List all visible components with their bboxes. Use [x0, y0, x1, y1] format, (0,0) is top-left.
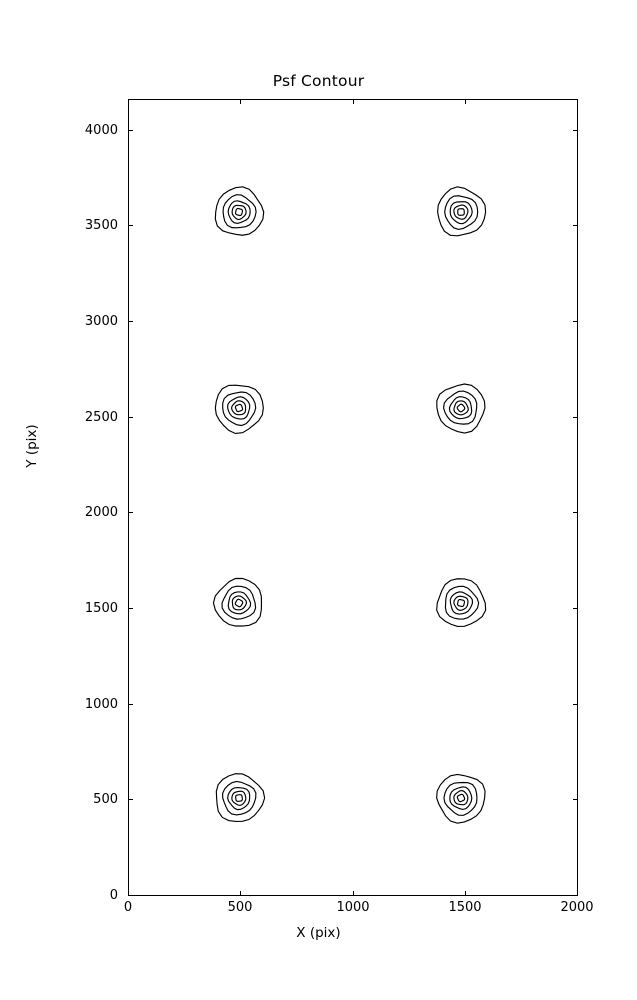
xtick-mark-2000	[577, 891, 579, 896]
psf-contour-marker	[199, 563, 279, 643]
ytick-mark-3000	[128, 321, 133, 323]
ytick-mark-3500	[128, 225, 133, 227]
psf-contour-marker	[199, 758, 279, 838]
ytick-label-3500: 3500	[84, 218, 118, 233]
xtick-label-2000: 2000	[560, 900, 594, 915]
xtick-label-500: 500	[227, 900, 253, 915]
xtick-label-1500: 1500	[448, 900, 482, 915]
psf-contour-marker	[199, 368, 279, 448]
psf-contour-marker	[421, 758, 501, 838]
ytick-label-2000: 2000	[84, 505, 118, 520]
ytick-mark-2500	[128, 417, 133, 419]
x-axis-label: X (pix)	[296, 925, 341, 941]
ytick-mark-right-1000	[573, 704, 578, 706]
ytick-label-1500: 1500	[84, 601, 118, 616]
ytick-mark-4000	[128, 130, 133, 132]
psf-contour-marker	[421, 172, 501, 252]
ytick-label-1000: 1000	[84, 697, 118, 712]
ytick-mark-right-2500	[573, 417, 578, 419]
xtick-mark-0	[128, 891, 130, 896]
ytick-label-4000: 4000	[84, 123, 118, 138]
xtick-mark-top-500	[240, 99, 242, 104]
ytick-mark-right-500	[573, 799, 578, 801]
xtick-mark-500	[240, 891, 242, 896]
ytick-mark-right-3000	[573, 321, 578, 323]
xtick-mark-top-0	[128, 99, 130, 104]
ytick-mark-right-4000	[573, 130, 578, 132]
ytick-mark-right-1500	[573, 608, 578, 610]
ytick-mark-right-3500	[573, 225, 578, 227]
ytick-label-2500: 2500	[84, 410, 118, 425]
ytick-label-0: 0	[109, 888, 118, 903]
xtick-mark-top-2000	[577, 99, 579, 104]
xtick-mark-1500	[465, 891, 467, 896]
ytick-mark-2000	[128, 512, 133, 514]
psf-contour-marker	[199, 172, 279, 252]
xtick-mark-1000	[353, 891, 355, 896]
xtick-label-1000: 1000	[336, 900, 370, 915]
ytick-mark-500	[128, 799, 133, 801]
ytick-mark-1000	[128, 704, 133, 706]
ytick-label-500: 500	[93, 792, 118, 807]
psf-contour-marker	[421, 368, 501, 448]
ytick-label-3000: 3000	[84, 314, 118, 329]
ytick-mark-right-2000	[573, 512, 578, 514]
ytick-mark-right-0	[573, 895, 578, 897]
ytick-mark-0	[128, 895, 133, 897]
xtick-mark-top-1500	[465, 99, 467, 104]
ytick-mark-1500	[128, 608, 133, 610]
plot-axes-frame	[128, 99, 578, 896]
psf-contour-marker	[421, 563, 501, 643]
xtick-label-0: 0	[123, 900, 133, 915]
page-title: Psf Contour	[272, 72, 365, 90]
xtick-mark-top-1000	[353, 99, 355, 104]
